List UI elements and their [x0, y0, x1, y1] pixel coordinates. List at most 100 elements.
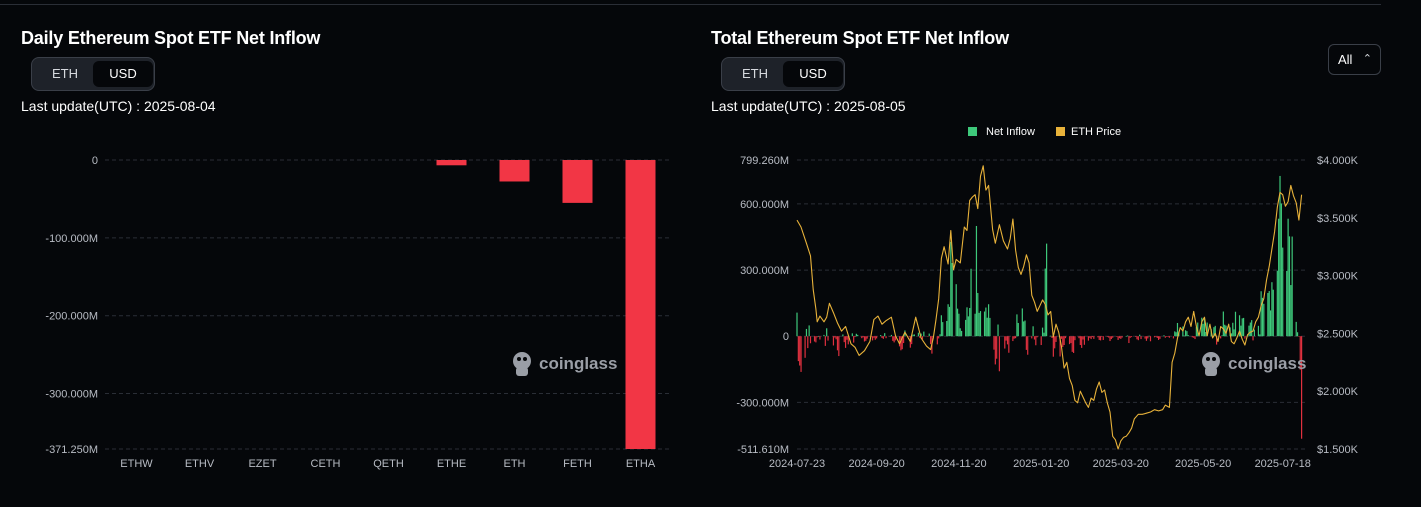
net-inflow-bar[interactable]	[1187, 335, 1189, 337]
net-inflow-bar[interactable]	[1091, 336, 1094, 338]
net-inflow-bar[interactable]	[1260, 291, 1262, 337]
net-inflow-bar[interactable]	[1163, 335, 1165, 337]
net-inflow-bar[interactable]	[1046, 243, 1048, 337]
net-inflow-bar[interactable]	[1257, 325, 1260, 337]
net-inflow-bar[interactable]	[989, 317, 991, 337]
net-inflow-bar[interactable]	[890, 334, 893, 337]
net-inflow-bar[interactable]	[917, 332, 920, 337]
eth-unit-button[interactable]: ETH	[742, 66, 768, 81]
net-inflow-bar[interactable]	[855, 333, 857, 337]
net-inflow-bar[interactable]	[885, 336, 887, 339]
net-inflow-bar[interactable]	[938, 336, 940, 339]
net-inflow-bar[interactable]	[1112, 336, 1114, 338]
net-inflow-bar[interactable]	[1081, 336, 1083, 348]
net-inflow-bar[interactable]	[1288, 236, 1291, 337]
net-inflow-bar[interactable]	[1290, 285, 1292, 337]
net-inflow-bar[interactable]	[939, 334, 941, 337]
net-inflow-bar[interactable]	[1101, 336, 1103, 337]
net-inflow-bar[interactable]	[912, 334, 914, 337]
net-inflow-bar[interactable]	[881, 336, 883, 338]
net-inflow-bar[interactable]	[1205, 332, 1207, 337]
net-inflow-bar[interactable]	[961, 330, 963, 337]
legend-item-net-inflow[interactable]: Net Inflow	[968, 126, 1035, 138]
net-inflow-bar[interactable]	[1234, 311, 1237, 337]
net-inflow-bar[interactable]	[1121, 336, 1123, 338]
net-inflow-bar[interactable]	[1012, 336, 1014, 342]
net-inflow-bar[interactable]	[987, 304, 990, 337]
net-inflow-bar[interactable]	[1144, 336, 1146, 339]
net-inflow-bar[interactable]	[1093, 336, 1095, 339]
net-inflow-bar[interactable]	[1145, 336, 1148, 341]
net-inflow-bar[interactable]	[1193, 336, 1195, 338]
net-inflow-bar[interactable]	[1025, 336, 1027, 350]
net-inflow-bar[interactable]	[796, 312, 798, 337]
bar-eth[interactable]	[499, 160, 530, 182]
net-inflow-bar[interactable]	[1166, 336, 1168, 337]
net-inflow-bar[interactable]	[1016, 314, 1018, 337]
net-inflow-bar[interactable]	[853, 336, 855, 343]
net-inflow-bar[interactable]	[1079, 336, 1081, 346]
net-inflow-bar[interactable]	[1097, 336, 1099, 338]
net-inflow-bar[interactable]	[1082, 336, 1084, 340]
net-inflow-bar[interactable]	[1078, 336, 1080, 339]
net-inflow-bar[interactable]	[1117, 336, 1119, 340]
net-inflow-bar[interactable]	[1176, 322, 1179, 337]
net-inflow-bar[interactable]	[958, 313, 960, 337]
net-inflow-bar[interactable]	[1126, 335, 1129, 337]
net-inflow-bar[interactable]	[1006, 336, 1009, 345]
net-inflow-bar[interactable]	[1140, 336, 1142, 340]
net-inflow-bar[interactable]	[979, 311, 982, 337]
net-inflow-bar[interactable]	[946, 320, 948, 337]
net-inflow-bar[interactable]	[1291, 236, 1293, 337]
net-inflow-bar[interactable]	[1153, 336, 1156, 338]
net-inflow-bar[interactable]	[807, 336, 809, 349]
net-inflow-bar[interactable]	[1102, 336, 1104, 340]
net-inflow-bar[interactable]	[983, 311, 986, 337]
net-inflow-bar[interactable]	[1044, 268, 1046, 337]
net-inflow-bar[interactable]	[1005, 336, 1007, 341]
net-inflow-bar[interactable]	[1202, 323, 1204, 337]
net-inflow-bar[interactable]	[959, 328, 961, 337]
net-inflow-bar[interactable]	[1213, 327, 1215, 337]
net-inflow-bar[interactable]	[1269, 310, 1272, 337]
net-inflow-bar[interactable]	[1286, 270, 1288, 337]
net-inflow-bar[interactable]	[835, 336, 837, 340]
net-inflow-bar[interactable]	[1013, 336, 1015, 339]
net-inflow-bar[interactable]	[970, 268, 972, 337]
net-inflow-bar[interactable]	[985, 307, 987, 337]
net-inflow-bar[interactable]	[1135, 336, 1137, 337]
net-inflow-bar[interactable]	[1068, 336, 1071, 345]
net-inflow-bar[interactable]	[950, 241, 952, 337]
net-inflow-bar[interactable]	[1024, 320, 1026, 337]
net-inflow-bar[interactable]	[857, 334, 859, 337]
net-inflow-bar[interactable]	[975, 225, 978, 337]
net-inflow-bar[interactable]	[1251, 320, 1253, 337]
net-inflow-bar[interactable]	[1041, 327, 1044, 337]
net-inflow-bar[interactable]	[994, 336, 996, 365]
net-inflow-bar[interactable]	[1131, 336, 1133, 338]
net-inflow-bar[interactable]	[1098, 336, 1100, 340]
net-inflow-bar[interactable]	[826, 328, 828, 337]
net-inflow-bar[interactable]	[894, 336, 897, 341]
net-inflow-bar[interactable]	[1055, 336, 1057, 342]
net-inflow-bar[interactable]	[800, 336, 802, 372]
net-inflow-bar[interactable]	[1282, 247, 1284, 337]
net-inflow-bar[interactable]	[1230, 333, 1233, 337]
net-inflow-bar[interactable]	[948, 306, 951, 337]
net-inflow-bar[interactable]	[844, 336, 847, 348]
net-inflow-bar[interactable]	[1253, 329, 1255, 337]
net-inflow-bar[interactable]	[1008, 336, 1010, 353]
net-inflow-bar[interactable]	[1070, 336, 1072, 344]
bar-feth[interactable]	[562, 160, 593, 203]
net-inflow-bar[interactable]	[863, 336, 866, 342]
net-inflow-bar[interactable]	[1149, 336, 1152, 342]
net-inflow-bar[interactable]	[1035, 336, 1037, 346]
net-inflow-bar[interactable]	[1167, 336, 1169, 337]
net-inflow-bar[interactable]	[1248, 325, 1250, 337]
net-inflow-bar[interactable]	[1110, 336, 1112, 340]
eth-price-line[interactable]	[796, 165, 1303, 450]
net-inflow-bar[interactable]	[974, 313, 976, 337]
net-inflow-bar[interactable]	[1241, 318, 1243, 337]
net-inflow-bar[interactable]	[847, 336, 849, 345]
net-inflow-bar[interactable]	[1004, 336, 1006, 349]
